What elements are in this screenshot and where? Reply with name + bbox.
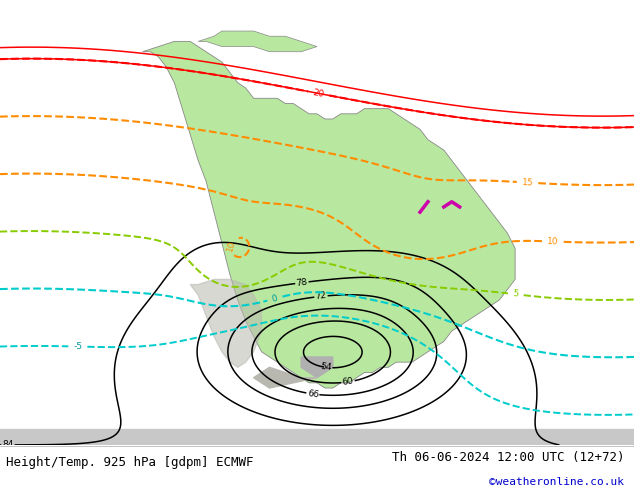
Text: 54: 54 bbox=[320, 362, 332, 372]
Text: 0: 0 bbox=[271, 294, 279, 304]
Text: 10: 10 bbox=[226, 239, 237, 252]
Text: Th 06-06-2024 12:00 UTC (12+72): Th 06-06-2024 12:00 UTC (12+72) bbox=[392, 451, 624, 464]
Polygon shape bbox=[301, 357, 333, 378]
Text: 66: 66 bbox=[307, 389, 320, 399]
Polygon shape bbox=[198, 31, 317, 52]
Polygon shape bbox=[0, 429, 634, 445]
Polygon shape bbox=[143, 41, 515, 388]
Text: 10: 10 bbox=[547, 237, 559, 246]
Text: 78: 78 bbox=[295, 277, 308, 288]
Text: 15: 15 bbox=[522, 178, 534, 187]
Polygon shape bbox=[254, 368, 317, 388]
Text: 84: 84 bbox=[3, 441, 14, 449]
Text: ©weatheronline.co.uk: ©weatheronline.co.uk bbox=[489, 477, 624, 487]
Polygon shape bbox=[190, 279, 261, 368]
Text: 20: 20 bbox=[313, 88, 325, 99]
Text: 60: 60 bbox=[342, 377, 354, 387]
Text: Height/Temp. 925 hPa [gdpm] ECMWF: Height/Temp. 925 hPa [gdpm] ECMWF bbox=[6, 457, 254, 469]
Text: 5: 5 bbox=[512, 290, 519, 299]
Text: 72: 72 bbox=[315, 292, 327, 301]
Text: -5: -5 bbox=[74, 342, 82, 351]
